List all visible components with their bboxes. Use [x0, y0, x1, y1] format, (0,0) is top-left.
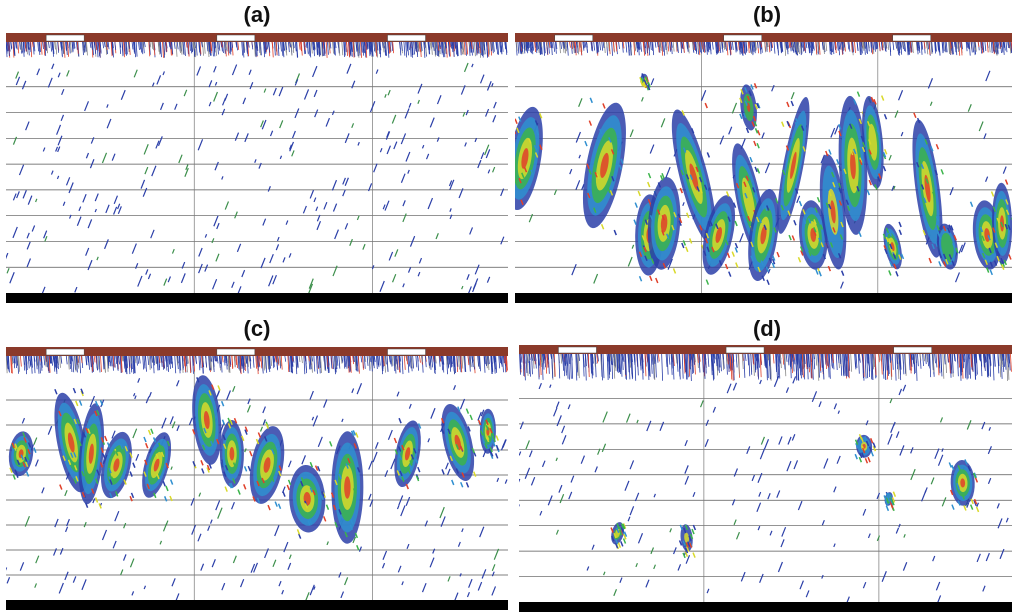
panel-label: (a): [217, 2, 297, 28]
time-stamp: [388, 349, 426, 355]
echogram: [6, 33, 508, 303]
echogram: [515, 33, 1012, 303]
fish-school: [344, 476, 350, 499]
time-stamp: [388, 35, 426, 41]
time-stamp: [217, 35, 255, 41]
echogram: [519, 345, 1012, 612]
time-stamp: [46, 35, 84, 41]
panel-label: (c): [217, 316, 297, 342]
bottom-bar: [519, 602, 1012, 612]
bottom-bar: [6, 293, 508, 303]
time-stamp: [893, 35, 931, 41]
panel-label: (b): [727, 2, 807, 28]
echogram-background: [6, 33, 508, 303]
time-stamp: [558, 347, 596, 353]
time-stamp: [724, 35, 762, 41]
time-stamp: [555, 35, 593, 41]
echogram: [6, 347, 508, 610]
time-stamp: [217, 349, 255, 355]
panel-label: (d): [727, 316, 807, 342]
bottom-bar: [515, 293, 1012, 303]
time-stamp: [46, 349, 84, 355]
echogram-background: [519, 345, 1012, 612]
bottom-bar: [6, 600, 508, 610]
time-stamp: [894, 347, 932, 353]
time-stamp: [726, 347, 764, 353]
